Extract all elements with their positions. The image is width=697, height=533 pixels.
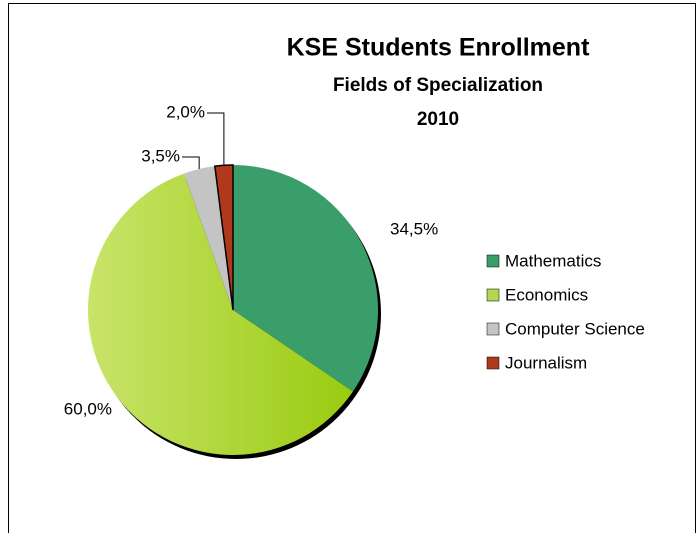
data-label: 60,0%: [64, 399, 112, 418]
pie-slice: [233, 165, 378, 392]
data-label: 3,5%: [141, 146, 180, 165]
legend-swatch: [486, 356, 500, 370]
legend-swatch: [486, 288, 500, 302]
legend-label: Mathematics: [505, 251, 601, 270]
chart-title: KSE Students Enrollment: [287, 34, 590, 62]
pie: [87, 164, 381, 459]
data-label: 34,5%: [390, 219, 438, 238]
chart-subtitle: 2010: [417, 109, 459, 130]
leader-line: [207, 112, 225, 166]
pie-slice: [183, 166, 233, 310]
pie-slice: [87, 173, 353, 456]
legend-label: Journalism: [505, 353, 587, 372]
data-label: 2,0%: [166, 102, 205, 121]
chart-subtitle: Fields of Specialization: [333, 75, 543, 96]
legend-swatch: [486, 254, 500, 268]
leader-line: [182, 156, 200, 170]
legend-swatch: [486, 322, 500, 336]
legend-label: Computer Science: [505, 319, 645, 338]
legend: Mathematics Economics Computer Science Jour…: [486, 251, 645, 372]
legend-label: Economics: [505, 285, 588, 304]
